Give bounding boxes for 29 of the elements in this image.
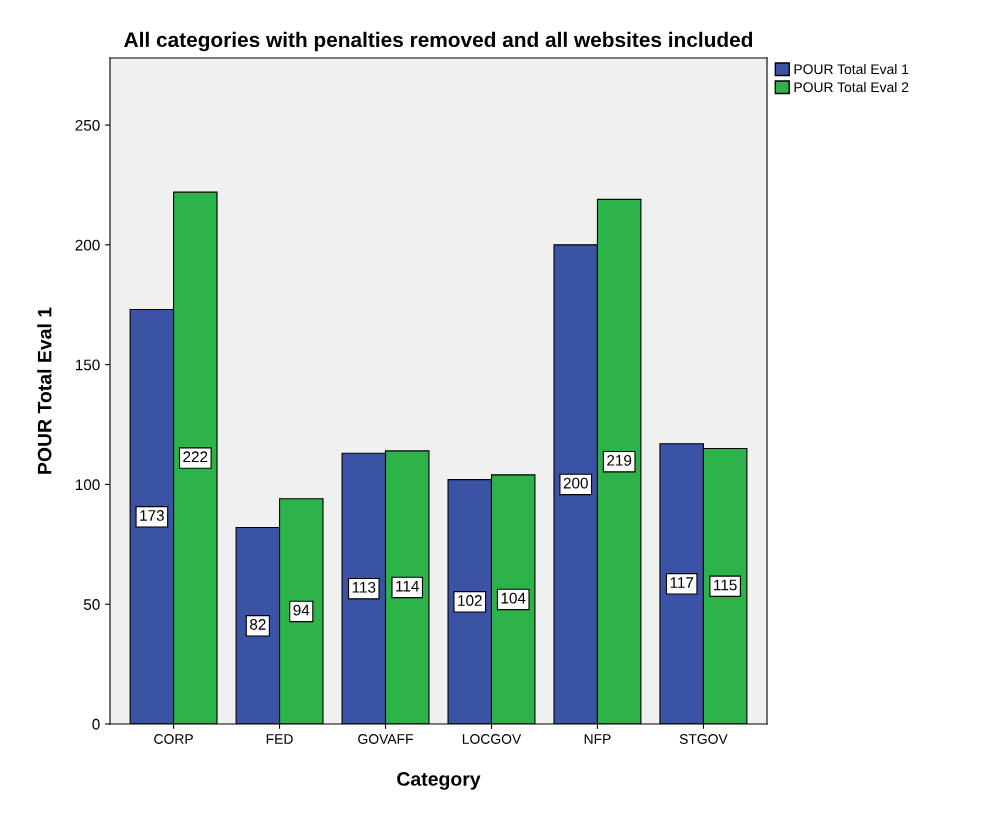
y-tick-label: 0 (92, 718, 100, 730)
x-tick-label: NFP (584, 734, 611, 744)
data-label: 115 (714, 579, 737, 591)
x-tick-label: CORP (154, 734, 193, 744)
x-tick-label: GOVAFF (358, 734, 413, 744)
data-label: 222 (183, 451, 208, 463)
legend-label: POUR Total Eval 2 (794, 81, 909, 93)
data-label: 104 (501, 592, 526, 604)
x-axis-title: Category (397, 772, 481, 790)
data-label: 82 (249, 619, 266, 630)
data-label: 94 (293, 604, 310, 616)
y-tick-label: 100 (75, 479, 100, 491)
data-label: 114 (396, 580, 419, 592)
x-tick-label: LOCGOV (462, 734, 522, 744)
y-tick-label: 50 (83, 599, 100, 610)
y-tick-label: 200 (75, 239, 100, 251)
y-tick-label: 150 (75, 359, 100, 371)
chart-title: All categories with penalties removed and all websites included (124, 31, 753, 52)
y-axis-title: POUR Total Eval 1 (37, 307, 52, 474)
y-tick-label: 250 (75, 119, 100, 131)
data-label: 113 (352, 581, 376, 593)
data-label: 200 (563, 477, 588, 489)
data-label: 102 (458, 595, 482, 606)
legend-label: POUR Total Eval 1 (794, 63, 909, 75)
x-tick-label: STGOV (679, 734, 728, 744)
data-label: 173 (140, 510, 164, 521)
data-label: 117 (670, 577, 694, 588)
data-label: 219 (607, 454, 632, 466)
x-tick-label: FED (266, 734, 293, 744)
